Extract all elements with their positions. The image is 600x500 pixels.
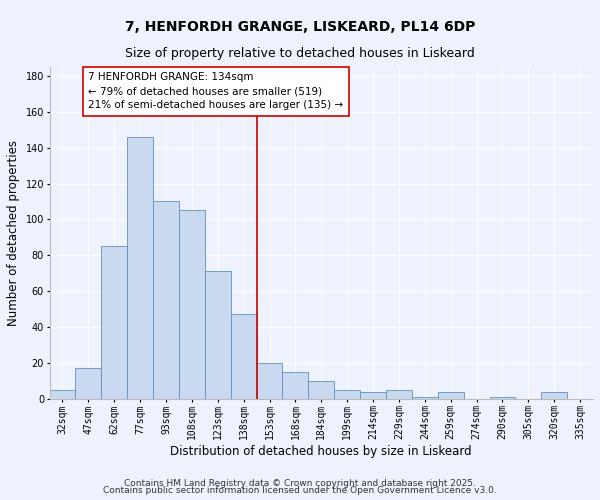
Bar xyxy=(50,390,76,398)
X-axis label: Distribution of detached houses by size in Liskeard: Distribution of detached houses by size … xyxy=(170,445,472,458)
Bar xyxy=(438,392,464,398)
Text: 7, HENFORDH GRANGE, LISKEARD, PL14 6DP: 7, HENFORDH GRANGE, LISKEARD, PL14 6DP xyxy=(125,20,475,34)
Bar xyxy=(127,137,153,398)
Bar xyxy=(308,381,334,398)
Bar xyxy=(386,390,412,398)
Bar xyxy=(283,372,308,398)
Bar xyxy=(205,272,231,398)
Bar xyxy=(101,246,127,398)
Bar xyxy=(231,314,257,398)
Bar xyxy=(412,397,438,398)
Bar xyxy=(76,368,101,398)
Bar xyxy=(179,210,205,398)
Text: Size of property relative to detached houses in Liskeard: Size of property relative to detached ho… xyxy=(125,48,475,60)
Y-axis label: Number of detached properties: Number of detached properties xyxy=(7,140,20,326)
Bar xyxy=(153,202,179,398)
Bar xyxy=(257,363,283,398)
Bar xyxy=(490,397,515,398)
Bar xyxy=(360,392,386,398)
Text: Contains public sector information licensed under the Open Government Licence v3: Contains public sector information licen… xyxy=(103,486,497,495)
Text: Contains HM Land Registry data © Crown copyright and database right 2025.: Contains HM Land Registry data © Crown c… xyxy=(124,478,476,488)
Bar xyxy=(334,390,360,398)
Text: 7 HENFORDH GRANGE: 134sqm
← 79% of detached houses are smaller (519)
21% of semi: 7 HENFORDH GRANGE: 134sqm ← 79% of detac… xyxy=(88,72,344,110)
Bar xyxy=(541,392,567,398)
